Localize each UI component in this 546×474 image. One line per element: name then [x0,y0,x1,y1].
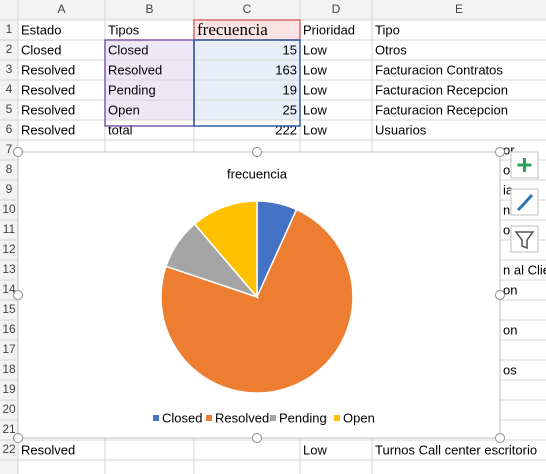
legend-swatch [206,415,212,421]
row-header[interactable]: 2 [6,42,13,56]
cell-text[interactable]: Resolved [108,62,162,77]
legend-swatch [153,415,159,421]
cell-text[interactable]: Resolved [21,102,75,117]
legend-swatch [270,415,276,421]
pie-slice [160,208,354,394]
chart-filters-button[interactable] [510,225,539,253]
cell-text[interactable]: total [108,122,133,137]
cell-text[interactable]: Resolved [21,82,75,97]
row-header[interactable]: 16 [2,322,16,336]
row-header[interactable]: 9 [6,182,13,196]
column-header[interactable]: E [455,2,463,16]
cell-text[interactable]: Tipos [108,22,140,37]
plus-icon [517,158,532,172]
cell-text[interactable]: on [503,322,517,337]
cell-text[interactable]: 19 [283,82,297,97]
row-header[interactable]: 1 [6,22,13,36]
cell-text[interactable]: ia [503,182,514,197]
row-header[interactable]: 18 [2,362,16,376]
cell-text[interactable]: Low [303,122,327,137]
row-header[interactable]: 22 [2,442,16,456]
cell-text[interactable]: 15 [283,42,297,57]
cell-text[interactable]: on [503,282,517,297]
chart-title: frecuencia [227,166,288,181]
cell-text[interactable]: 25 [283,102,297,117]
row-header[interactable]: 3 [6,62,13,76]
row-header[interactable]: 7 [6,142,13,156]
row-header[interactable]: 6 [6,122,13,136]
column-header[interactable]: A [57,2,65,16]
cell-text[interactable]: Tipo [375,22,400,37]
row-header[interactable]: 13 [2,262,16,276]
funnel-icon [514,231,535,250]
column-header-bar [0,0,546,20]
resize-handle[interactable] [13,433,23,443]
cell-text[interactable]: Facturacion Contratos [375,62,503,77]
cell-text[interactable]: Low [303,102,327,117]
cell-text[interactable]: Prioridad [303,22,355,37]
row-header[interactable]: 8 [6,162,13,176]
cell-text[interactable]: Estado [21,22,61,37]
cell-text[interactable]: frecuencia [197,20,268,39]
resize-handle[interactable] [13,147,23,157]
legend-label: Closed [162,410,202,425]
cell-text[interactable]: Facturacion Recepcion [375,82,508,97]
row-header[interactable]: 14 [2,282,16,296]
cell-text[interactable]: Pending [108,82,156,97]
row-header[interactable]: 12 [2,242,16,256]
column-header[interactable]: C [243,2,252,16]
cell-text[interactable]: Facturacion Recepcion [375,102,508,117]
row-header[interactable]: 15 [2,302,16,316]
cell-text[interactable]: Resolved [21,62,75,77]
chart-styles-button[interactable] [510,188,539,216]
cell-text[interactable]: 163 [275,62,297,77]
cell-text[interactable]: Resolved [21,122,75,137]
cell-text[interactable]: Low [303,82,327,97]
resize-handle[interactable] [13,290,23,300]
cell-text[interactable]: Usuarios [375,122,427,137]
row-header[interactable]: 20 [2,402,16,416]
cell-text[interactable]: Closed [108,42,148,57]
column-header[interactable]: B [145,2,153,16]
resize-handle[interactable] [252,433,262,443]
legend-label: Resolved [215,410,269,425]
cell-text[interactable]: Low [303,62,327,77]
resize-handle[interactable] [495,147,505,157]
cell-text[interactable]: os [503,362,517,377]
cell-text[interactable]: Otros [375,42,407,57]
row-header[interactable]: 10 [2,202,16,216]
row-header[interactable]: 5 [6,102,13,116]
cell-text[interactable]: Low [303,42,327,57]
cell-text[interactable]: Low [303,442,327,457]
cell-text[interactable]: Closed [21,42,61,57]
row-header[interactable]: 4 [6,82,13,96]
row-header[interactable]: 11 [3,222,16,236]
cell-text[interactable]: Open [108,102,140,117]
cell-text[interactable]: 222 [275,122,297,137]
cell-text[interactable]: Turnos Call center escritorio [375,442,537,457]
legend-swatch [334,415,340,421]
resize-handle[interactable] [252,147,262,157]
resize-handle[interactable] [495,433,505,443]
row-header-bar [0,0,18,474]
cell-text[interactable]: n al Clier [503,262,546,277]
row-header[interactable]: 21 [2,422,16,436]
legend-label: Open [343,410,375,425]
header-highlight [194,20,300,40]
row-header[interactable]: 19 [2,382,16,396]
row-header[interactable]: 17 [2,342,16,356]
column-header[interactable]: D [332,2,341,16]
cell-text[interactable]: Resolved [21,442,75,457]
range-frecuencia-border [193,39,301,127]
brush-icon [516,193,534,212]
resize-handle[interactable] [495,290,505,300]
legend-label: Pending [279,410,327,425]
pie-slice [193,200,258,300]
